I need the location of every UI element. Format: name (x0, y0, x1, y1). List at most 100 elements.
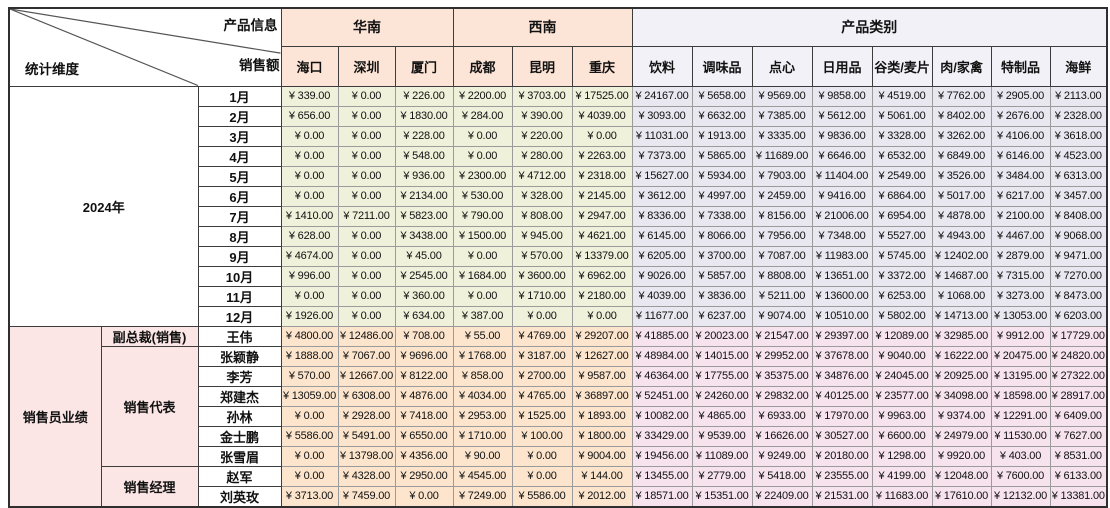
data-cell[interactable]: ¥ 6646.00 (811, 145, 873, 167)
column-header[interactable]: 深圳 (337, 45, 396, 87)
data-cell[interactable]: ¥ 4621.00 (571, 225, 633, 247)
data-cell[interactable]: ¥ 16626.00 (751, 425, 813, 447)
data-cell[interactable]: ¥ 6308.00 (337, 385, 396, 407)
data-cell[interactable]: ¥ 29832.00 (751, 385, 813, 407)
data-cell[interactable]: ¥ 0.00 (452, 285, 513, 307)
data-cell[interactable]: ¥ 17610.00 (931, 485, 992, 507)
month-cell[interactable]: 6月 (197, 185, 282, 207)
data-cell[interactable]: ¥ 6146.00 (990, 145, 1051, 167)
data-cell[interactable]: ¥ 1684.00 (452, 265, 513, 287)
data-cell[interactable]: ¥ 226.00 (394, 85, 454, 107)
data-cell[interactable]: ¥ 9696.00 (394, 345, 454, 367)
data-cell[interactable]: ¥ 13195.00 (990, 365, 1051, 387)
person-cell[interactable]: 王伟 (197, 325, 282, 347)
data-cell[interactable]: ¥ 8408.00 (1049, 205, 1108, 227)
data-cell[interactable]: ¥ 0.00 (511, 445, 573, 467)
data-cell[interactable]: ¥ 2459.00 (751, 185, 813, 207)
data-cell[interactable]: ¥ 1068.00 (931, 285, 992, 307)
data-cell[interactable]: ¥ 0.00 (337, 225, 396, 247)
data-cell[interactable]: ¥ 12667.00 (337, 365, 396, 387)
data-cell[interactable]: ¥ 3618.00 (1049, 125, 1108, 147)
data-cell[interactable]: ¥ 2180.00 (571, 285, 633, 307)
data-cell[interactable]: ¥ 390.00 (511, 105, 573, 127)
column-header[interactable]: 谷类/麦片 (871, 45, 933, 87)
data-cell[interactable]: ¥ 0.00 (337, 245, 396, 267)
data-cell[interactable]: ¥ 4106.00 (990, 125, 1051, 147)
data-cell[interactable]: ¥ 9074.00 (751, 305, 813, 327)
data-cell[interactable]: ¥ 570.00 (511, 245, 573, 267)
data-cell[interactable]: ¥ 2779.00 (691, 465, 753, 487)
data-cell[interactable]: ¥ 6600.00 (871, 425, 933, 447)
data-cell[interactable]: ¥ 4328.00 (337, 465, 396, 487)
data-cell[interactable]: ¥ 28917.00 (1049, 385, 1108, 407)
data-cell[interactable]: ¥ 4545.00 (452, 465, 513, 487)
data-cell[interactable]: ¥ 5857.00 (691, 265, 753, 287)
data-cell[interactable]: ¥ 4356.00 (394, 445, 454, 467)
data-cell[interactable]: ¥ 7385.00 (751, 105, 813, 127)
role-cell[interactable]: 副总裁(销售) (100, 325, 199, 347)
data-cell[interactable]: ¥ 24260.00 (691, 385, 753, 407)
data-cell[interactable]: ¥ 0.00 (511, 305, 573, 327)
data-cell[interactable]: ¥ 1800.00 (571, 425, 633, 447)
data-cell[interactable]: ¥ 13059.00 (280, 385, 339, 407)
data-cell[interactable]: ¥ 32985.00 (931, 325, 992, 347)
data-cell[interactable]: ¥ 48984.00 (631, 345, 693, 367)
year-cell[interactable]: 2024年 (8, 85, 199, 327)
data-cell[interactable]: ¥ 0.00 (280, 285, 339, 307)
data-cell[interactable]: ¥ 9471.00 (1049, 245, 1108, 267)
data-cell[interactable]: ¥ 2700.00 (511, 365, 573, 387)
data-cell[interactable]: ¥ 6203.00 (1049, 305, 1108, 327)
data-cell[interactable]: ¥ 5865.00 (691, 145, 753, 167)
data-cell[interactable]: ¥ 0.00 (280, 405, 339, 427)
data-cell[interactable]: ¥ 5823.00 (394, 205, 454, 227)
data-cell[interactable]: ¥ 8402.00 (931, 105, 992, 127)
data-cell[interactable]: ¥ 328.00 (511, 185, 573, 207)
data-cell[interactable]: ¥ 628.00 (280, 225, 339, 247)
data-cell[interactable]: ¥ 9068.00 (1049, 225, 1108, 247)
data-cell[interactable]: ¥ 52451.00 (631, 385, 693, 407)
data-cell[interactable]: ¥ 0.00 (337, 105, 396, 127)
column-group-product-category[interactable]: 产品类别 (631, 7, 1108, 47)
data-cell[interactable]: ¥ 27322.00 (1049, 365, 1108, 387)
data-cell[interactable]: ¥ 1500.00 (452, 225, 513, 247)
role-cell[interactable]: 销售经理 (100, 465, 199, 507)
data-cell[interactable]: ¥ 0.00 (394, 485, 454, 507)
data-cell[interactable]: ¥ 11530.00 (990, 425, 1051, 447)
data-cell[interactable]: ¥ 13379.00 (571, 245, 633, 267)
data-cell[interactable]: ¥ 37678.00 (811, 345, 873, 367)
data-cell[interactable]: ¥ 3262.00 (931, 125, 992, 147)
data-cell[interactable]: ¥ 3526.00 (931, 165, 992, 187)
data-cell[interactable]: ¥ 5934.00 (691, 165, 753, 187)
data-cell[interactable]: ¥ 7762.00 (931, 85, 992, 107)
data-cell[interactable]: ¥ 15351.00 (691, 485, 753, 507)
month-cell[interactable]: 3月 (197, 125, 282, 147)
data-cell[interactable]: ¥ 90.00 (452, 445, 513, 467)
data-cell[interactable]: ¥ 808.00 (511, 205, 573, 227)
data-cell[interactable]: ¥ 7211.00 (337, 205, 396, 227)
data-cell[interactable]: ¥ 5612.00 (811, 105, 873, 127)
data-cell[interactable]: ¥ 7903.00 (751, 165, 813, 187)
data-cell[interactable]: ¥ 24979.00 (931, 425, 992, 447)
data-cell[interactable]: ¥ 3484.00 (990, 165, 1051, 187)
data-cell[interactable]: ¥ 0.00 (280, 165, 339, 187)
data-cell[interactable]: ¥ 4769.00 (511, 325, 573, 347)
data-cell[interactable]: ¥ 55.00 (452, 325, 513, 347)
data-cell[interactable]: ¥ 6217.00 (990, 185, 1051, 207)
month-cell[interactable]: 1月 (197, 85, 282, 107)
data-cell[interactable]: ¥ 7956.00 (751, 225, 813, 247)
data-cell[interactable]: ¥ 4467.00 (990, 225, 1051, 247)
data-cell[interactable]: ¥ 21547.00 (751, 325, 813, 347)
data-cell[interactable]: ¥ 3600.00 (511, 265, 573, 287)
data-cell[interactable]: ¥ 33429.00 (631, 425, 693, 447)
data-cell[interactable]: ¥ 3273.00 (990, 285, 1051, 307)
data-cell[interactable]: ¥ 20023.00 (691, 325, 753, 347)
data-cell[interactable]: ¥ 656.00 (280, 105, 339, 127)
data-cell[interactable]: ¥ 13381.00 (1049, 485, 1108, 507)
data-cell[interactable]: ¥ 23555.00 (811, 465, 873, 487)
data-cell[interactable]: ¥ 0.00 (337, 305, 396, 327)
data-cell[interactable]: ¥ 945.00 (511, 225, 573, 247)
column-header[interactable]: 海鲜 (1049, 45, 1108, 87)
data-cell[interactable]: ¥ 9249.00 (751, 445, 813, 467)
data-cell[interactable]: ¥ 24045.00 (871, 365, 933, 387)
data-cell[interactable]: ¥ 144.00 (571, 465, 633, 487)
